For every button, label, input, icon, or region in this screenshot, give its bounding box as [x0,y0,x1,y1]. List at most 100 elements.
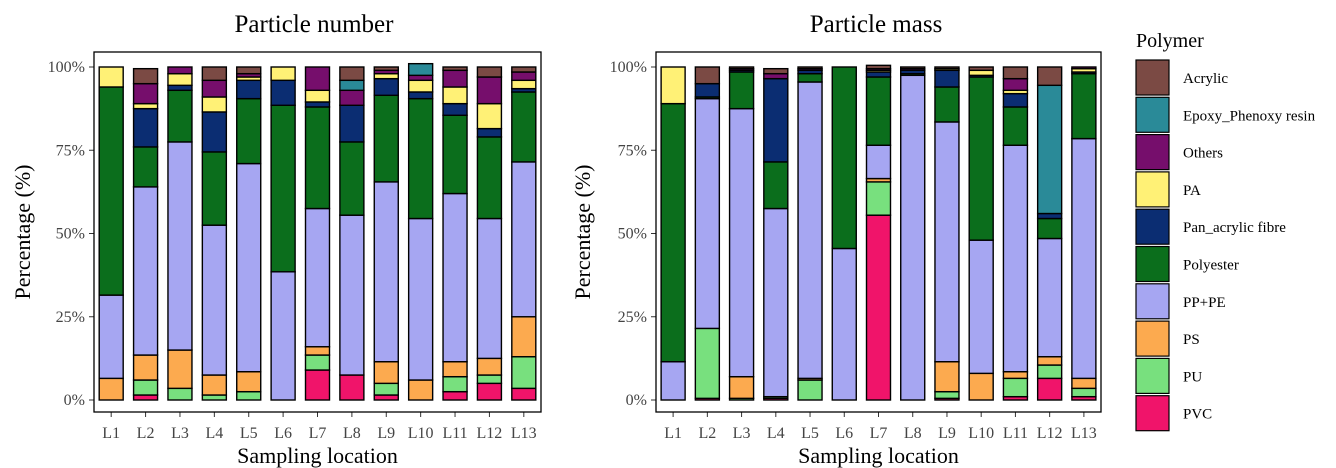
bar-segment-l12-2 [1036,356,1063,366]
x-tick-label: L12 [477,425,503,442]
bar-segment-l1-3 [98,294,124,380]
bar-segment-l7-1 [304,354,331,371]
bar-segment-l6-3 [831,247,857,401]
bar-segment-l13-2 [1071,377,1097,390]
bar-segment-l12-5 [1036,212,1063,220]
chart-title: Particle number [235,11,395,38]
bar-segment-l8-5 [339,104,365,143]
bar-segment-l11-3 [442,192,468,363]
bar-segment-l10-5 [407,91,434,100]
x-tick-label: L3 [171,425,189,442]
bar-segment-l7-4 [865,76,892,146]
bar-segment-l2-9 [132,67,159,85]
bar-segment-l2-5 [132,107,159,148]
bar-segment-l9-2 [373,361,399,385]
bar-segment-l10-4 [968,76,994,241]
bar-segment-l4-5 [763,77,789,163]
legend-swatch-0 [1135,59,1170,96]
x-tick-label: L7 [870,425,888,442]
legend-swatch-9 [1135,395,1170,432]
bar-segment-l4-4 [763,161,789,210]
x-tick-label: L4 [205,425,223,442]
bar-segment-l3-4 [167,89,193,143]
bar-segment-l2-1 [694,327,721,400]
bar-segment-l4-3 [201,224,228,376]
bar-segment-l11-5 [1002,92,1029,108]
x-tick-label: L12 [1037,425,1063,442]
bar-segment-l4-7 [763,72,789,80]
bar-segment-l12-9 [1036,66,1063,87]
y-tick-label: 25% [56,309,85,326]
chart-particle-mass: Particle mass Percentage (%) Sampling loca… [570,11,1102,468]
y-tick-label: 75% [618,142,647,159]
bar-segment-l7-1 [865,181,892,216]
plot-frame [655,51,1102,413]
bar-segment-l2-3 [132,186,159,356]
bar-segment-l11-5 [442,102,468,116]
bar-segment-l12-3 [476,217,503,360]
bar-segment-l3-9 [728,66,755,70]
bar-segment-l1-2 [98,377,124,401]
x-tick-label: L9 [938,425,956,442]
bar-segment-l4-9 [201,66,228,82]
legend-label-9: PVC [1183,407,1212,423]
bar-segment-l9-9 [373,66,399,72]
y-tick-label: 100% [48,59,85,76]
bar-segment-l5-2 [236,370,262,393]
bar-segment-l4-3 [763,207,789,398]
bar-segment-l13-3 [511,161,537,318]
bar-segment-l2-9 [694,66,721,85]
bar-segment-l13-2 [511,316,537,358]
legend-label-4: Pan_acrylic fibre [1183,220,1286,236]
bar-segment-l9-5 [934,69,960,88]
bar-segment-l1-4 [98,86,124,296]
bar-segment-l2-6 [132,102,159,110]
bar-segment-l3-7 [167,66,193,75]
legend-label-1: Epoxy_Phenoxy resin [1183,108,1316,124]
x-tick-label: L1 [664,425,682,442]
bar-segment-l11-9 [1002,66,1029,80]
x-tick-label: L6 [274,425,292,442]
bar-segment-l6-6 [270,66,296,82]
x-tick-label: L11 [1003,425,1028,442]
bar-segment-l11-6 [442,86,468,105]
bar-segment-l12-9 [476,66,503,78]
bar-segment-l12-0 [1036,377,1063,401]
bar-segment-l5-9 [797,66,823,70]
bar-segment-l13-7 [1071,66,1097,70]
bar-segment-l10-6 [407,79,434,93]
bar-segment-l5-3 [236,162,262,373]
bar-segment-l11-0 [442,390,468,401]
x-tick-label: L4 [767,425,785,442]
bar-segment-l11-3 [1002,144,1029,373]
bar-segment-l8-3 [900,74,926,401]
legend-label-0: Acrylic [1183,71,1228,87]
bar-segment-l7-4 [304,106,331,210]
bar-segment-l6-4 [831,66,857,250]
bar-segment-l11-7 [1002,77,1029,92]
bar-segment-l5-3 [797,81,823,380]
bar-segment-l11-1 [1002,377,1029,398]
x-tick-label: L6 [835,425,853,442]
x-tick-label: L1 [102,425,120,442]
bar-segment-l1-4 [660,102,686,363]
bar-segment-l9-3 [934,121,960,363]
x-tick-label: L13 [1071,425,1097,442]
bar-segment-l12-8 [1036,84,1063,215]
bar-segment-l12-0 [476,382,503,401]
bar-segment-l7-0 [865,214,892,401]
legend-label-8: PU [1183,369,1202,385]
x-tick-label: L8 [904,425,922,442]
bar-segment-l4-9 [763,67,789,75]
bar-segment-l9-2 [934,361,960,393]
bar-segment-l11-4 [1002,106,1029,146]
bar-segment-l3-3 [728,107,755,378]
bar-segment-l2-0 [132,394,159,401]
y-axis-title: Percentage (%) [10,165,35,300]
bar-segment-l5-1 [797,379,823,401]
bar-segment-l7-0 [304,369,331,401]
bar-segment-l11-9 [442,66,468,72]
bar-segment-l9-1 [373,382,399,396]
y-tick-label: 75% [56,142,85,159]
bar-segment-l12-4 [1036,217,1063,240]
